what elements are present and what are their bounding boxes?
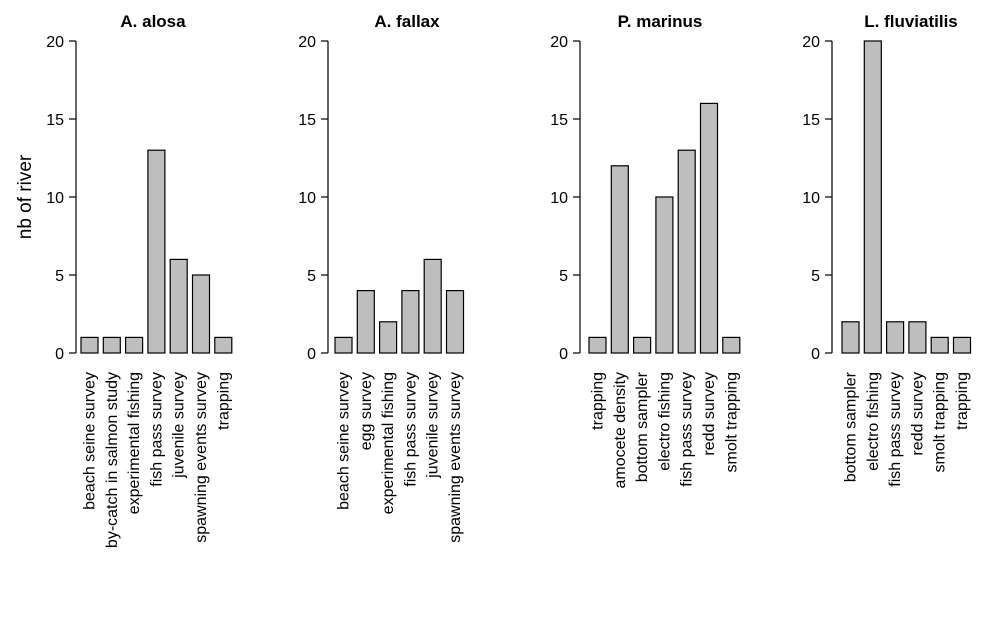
- bar: [214, 336, 233, 354]
- bar: [722, 336, 741, 354]
- category-label: trapping: [590, 372, 607, 430]
- y-tick-label: 20: [802, 34, 820, 51]
- y-tick-label: 10: [550, 190, 568, 207]
- y-tick-label: 20: [550, 34, 568, 51]
- bar: [102, 336, 121, 354]
- category-label: bottom sampler: [843, 371, 860, 482]
- bar: [863, 40, 882, 354]
- y-tick-label: 10: [46, 190, 64, 207]
- category-label: experimental fishing: [380, 372, 397, 514]
- y-tick-label: 5: [811, 268, 820, 285]
- bar: [147, 149, 166, 354]
- bar: [677, 149, 696, 354]
- bar: [588, 336, 607, 354]
- y-tick-label: 15: [802, 112, 820, 129]
- category-label: by-catch in salmon study: [104, 372, 121, 548]
- category-label: egg survey: [358, 372, 375, 450]
- panel-4: L. fluviatilis 0 5 10 15 20 bottom sampler elec…: [802, 12, 972, 487]
- category-label: fish pass survey: [402, 372, 419, 487]
- bar: [610, 165, 629, 354]
- panel-title: A. alosa: [120, 12, 186, 31]
- bar: [334, 336, 353, 354]
- category-label: trapping: [954, 372, 971, 430]
- category-label: spawning events survey: [193, 372, 210, 543]
- panel-1: A. alosa 0 5 10 15 20 nb of river beach seine s…: [15, 12, 233, 548]
- panel-title: A. fallax: [374, 12, 440, 31]
- category-label: trapping: [215, 372, 232, 430]
- category-label: fish pass survey: [148, 372, 165, 487]
- category-label: spawning events survey: [447, 372, 464, 543]
- y-axis-label: nb of river: [15, 154, 36, 239]
- y-tick-label: 5: [55, 268, 64, 285]
- bar: [191, 274, 211, 354]
- category-label: electro fishing: [656, 372, 673, 471]
- y-tick-label: 10: [802, 190, 820, 207]
- category-label: bottom sampler: [634, 371, 651, 482]
- category-label: smolt trapping: [932, 372, 949, 473]
- y-tick-label: 15: [46, 112, 64, 129]
- category-label: juvenile survey: [425, 372, 442, 479]
- category-label: electro fishing: [865, 372, 882, 471]
- bar: [379, 321, 398, 354]
- panel-2: A. fallax 0 5 10 15 20 beach seine survey egg s…: [298, 12, 465, 543]
- y-tick-label: 15: [298, 112, 316, 129]
- y-tick-label: 0: [55, 346, 64, 363]
- category-label: amocete density: [612, 372, 629, 489]
- bar: [885, 321, 905, 354]
- bar: [356, 290, 375, 354]
- bar: [169, 258, 188, 354]
- panel-title: L. fluviatilis: [864, 12, 958, 31]
- y-tick-label: 20: [46, 34, 64, 51]
- bar: [423, 258, 442, 354]
- bar: [908, 321, 927, 354]
- bar: [930, 336, 949, 354]
- category-label: redd survey: [909, 372, 926, 456]
- category-label: fish pass survey: [887, 372, 904, 487]
- bar: [80, 336, 99, 354]
- bar: [632, 336, 652, 354]
- bar: [655, 196, 674, 354]
- y-tick-label: 20: [298, 34, 316, 51]
- bar: [699, 102, 719, 354]
- y-tick-label: 0: [811, 346, 820, 363]
- y-tick-label: 0: [559, 346, 568, 363]
- category-label: experimental fishing: [126, 372, 143, 514]
- y-tick-label: 10: [298, 190, 316, 207]
- category-label: smolt trapping: [723, 372, 740, 473]
- bar: [952, 336, 972, 354]
- bar: [124, 336, 144, 354]
- category-label: beach seine survey: [336, 372, 353, 510]
- y-tick-label: 15: [550, 112, 568, 129]
- y-tick-label: 0: [307, 346, 316, 363]
- bar: [445, 290, 465, 354]
- y-tick-label: 5: [307, 268, 316, 285]
- panel-3: P. marinus 0 5 10 15 20 trapping amocete densit…: [550, 12, 741, 489]
- category-label: beach seine survey: [82, 372, 99, 510]
- y-tick-label: 5: [559, 268, 568, 285]
- panel-title: P. marinus: [618, 12, 703, 31]
- category-label: fish pass survey: [679, 372, 696, 487]
- bar: [841, 321, 860, 354]
- bar: [401, 290, 420, 354]
- category-label: redd survey: [701, 372, 718, 456]
- category-label: juvenile survey: [171, 372, 188, 479]
